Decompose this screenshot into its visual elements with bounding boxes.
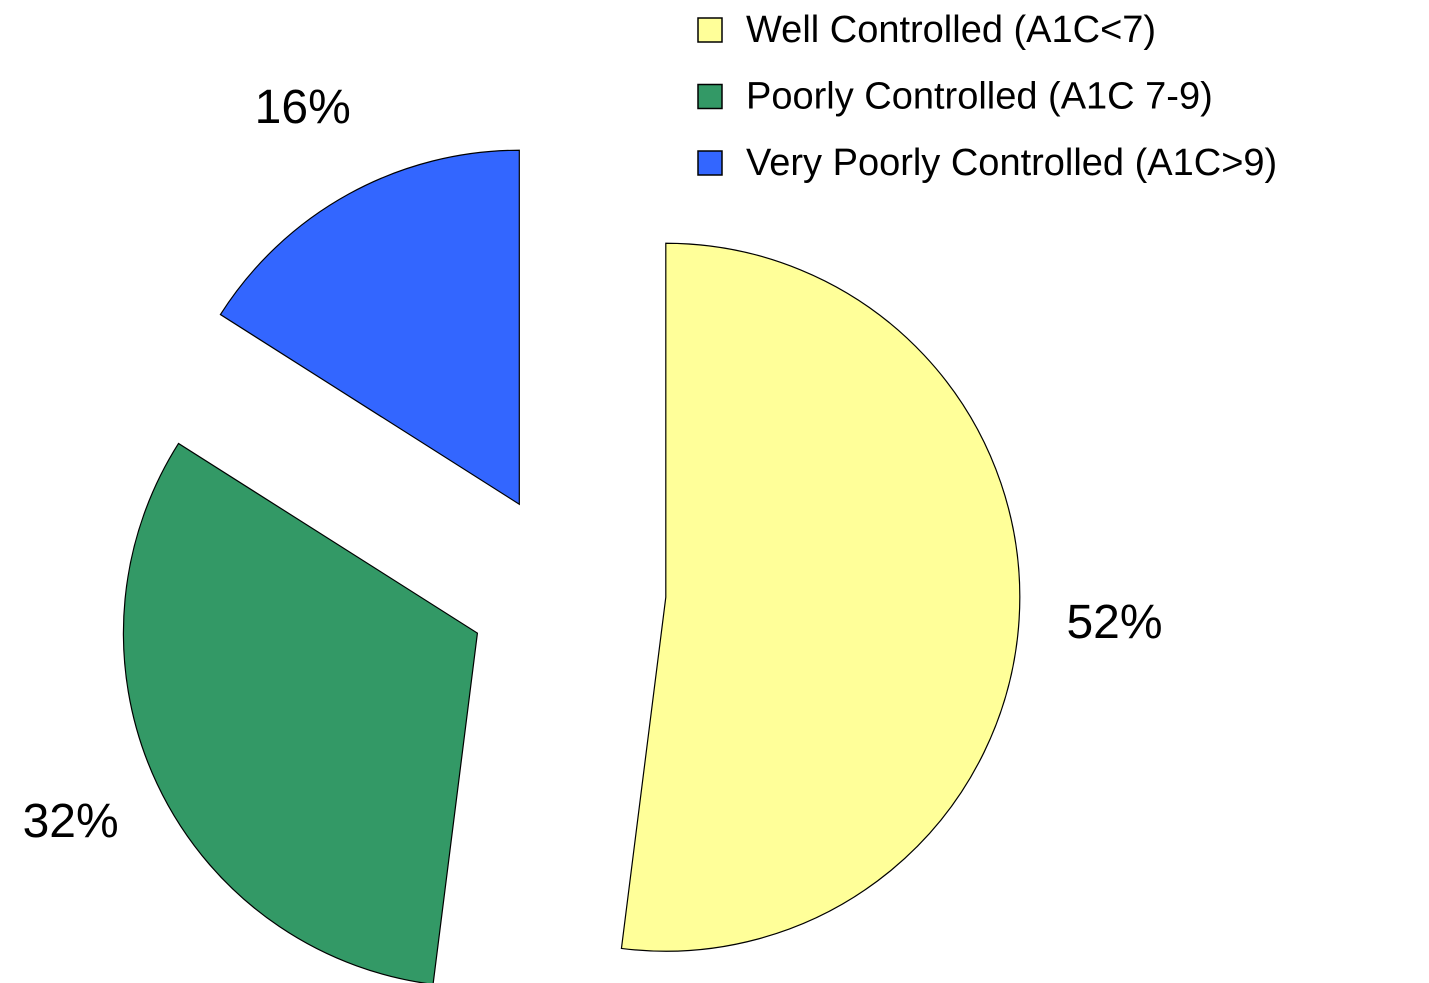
legend-swatch xyxy=(697,83,723,110)
legend-label: Poorly Controlled (A1C 7-9) xyxy=(746,76,1213,118)
legend-label: Very Poorly Controlled (A1C>9) xyxy=(746,142,1277,184)
pie-slice xyxy=(219,149,520,506)
data-label: 52% xyxy=(1066,596,1162,649)
data-label: 16% xyxy=(255,81,351,134)
legend-swatch xyxy=(697,17,723,43)
pie-slice xyxy=(122,442,479,983)
pie-slice xyxy=(620,242,1021,952)
data-label: 32% xyxy=(23,795,119,848)
legend-label: Well Controlled (A1C<7) xyxy=(746,9,1156,51)
legend-swatch xyxy=(697,150,723,176)
